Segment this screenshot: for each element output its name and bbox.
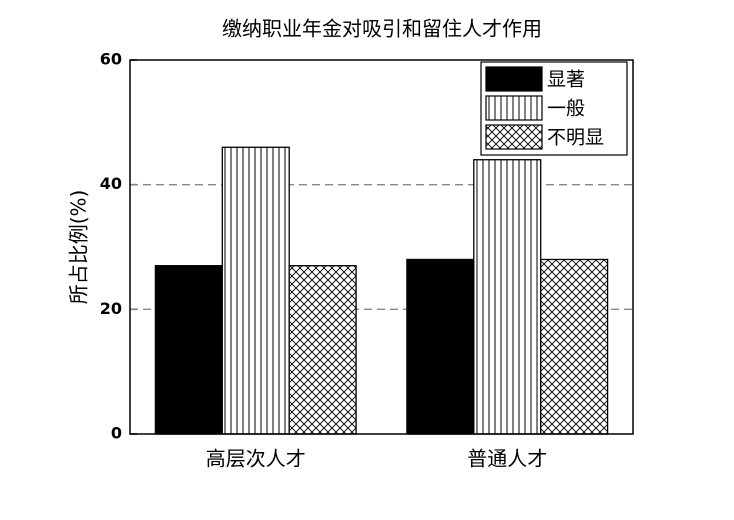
legend-swatch <box>485 95 543 121</box>
legend-swatch <box>485 66 543 92</box>
legend-label: 一般 <box>547 98 585 120</box>
y-tick-label: 60 <box>100 50 122 69</box>
y-tick-label: 20 <box>100 299 122 318</box>
bar <box>154 265 223 435</box>
bar <box>221 146 290 435</box>
y-axis-label: 所占比例(%) <box>67 190 91 305</box>
x-tick-label: 高层次人才 <box>206 447 306 471</box>
y-tick-label: 40 <box>100 174 122 193</box>
x-tick-label: 普通人才 <box>467 447 547 471</box>
plot-frame <box>129 59 634 435</box>
bar <box>473 159 542 435</box>
legend-label: 不明显 <box>547 127 604 149</box>
bar <box>288 265 357 435</box>
legend-label: 显著 <box>547 69 585 91</box>
y-tick-label: 0 <box>111 424 122 443</box>
legend-swatch <box>485 124 543 150</box>
chart-title: 缴纳职业年金对吸引和留住人才作用 <box>222 17 542 41</box>
bar <box>540 258 609 435</box>
bar <box>406 258 475 435</box>
